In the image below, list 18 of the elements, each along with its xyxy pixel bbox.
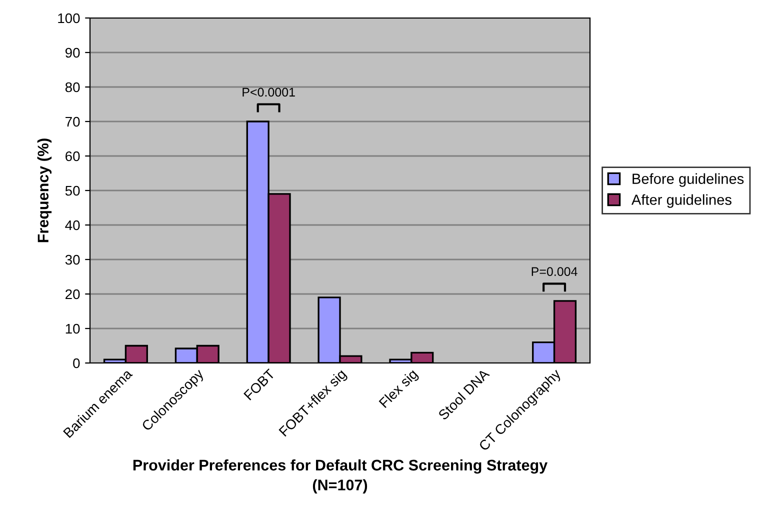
annotation: P=0.004	[532, 267, 578, 276]
y-tick-label: 90	[65, 48, 80, 58]
y-tick-label: 0	[73, 358, 80, 368]
y-tick-label: 50	[65, 186, 80, 196]
x-axis-title: Provider Preferences for Default CRC Screening Strategy (N=107)	[133, 459, 548, 494]
y-tick-label: 70	[66, 116, 80, 127]
y-tick-label: 60	[66, 151, 80, 162]
y-tick-label: 80	[65, 82, 80, 92]
annotation: P<0.0001	[242, 88, 295, 97]
y-axis-title: Frequency (%)	[37, 138, 52, 242]
y-tick-label: 30	[65, 254, 80, 265]
legend-label: After guidelines	[631, 194, 732, 208]
legend-label: Before guidelines	[632, 173, 744, 187]
y-tick-label: 100	[58, 13, 80, 24]
x-tick-label: Flex sig	[378, 368, 420, 410]
y-tick-label: 20	[66, 289, 80, 300]
y-tick-label: 40	[65, 220, 80, 230]
y-tick-label: 10	[66, 324, 80, 334]
